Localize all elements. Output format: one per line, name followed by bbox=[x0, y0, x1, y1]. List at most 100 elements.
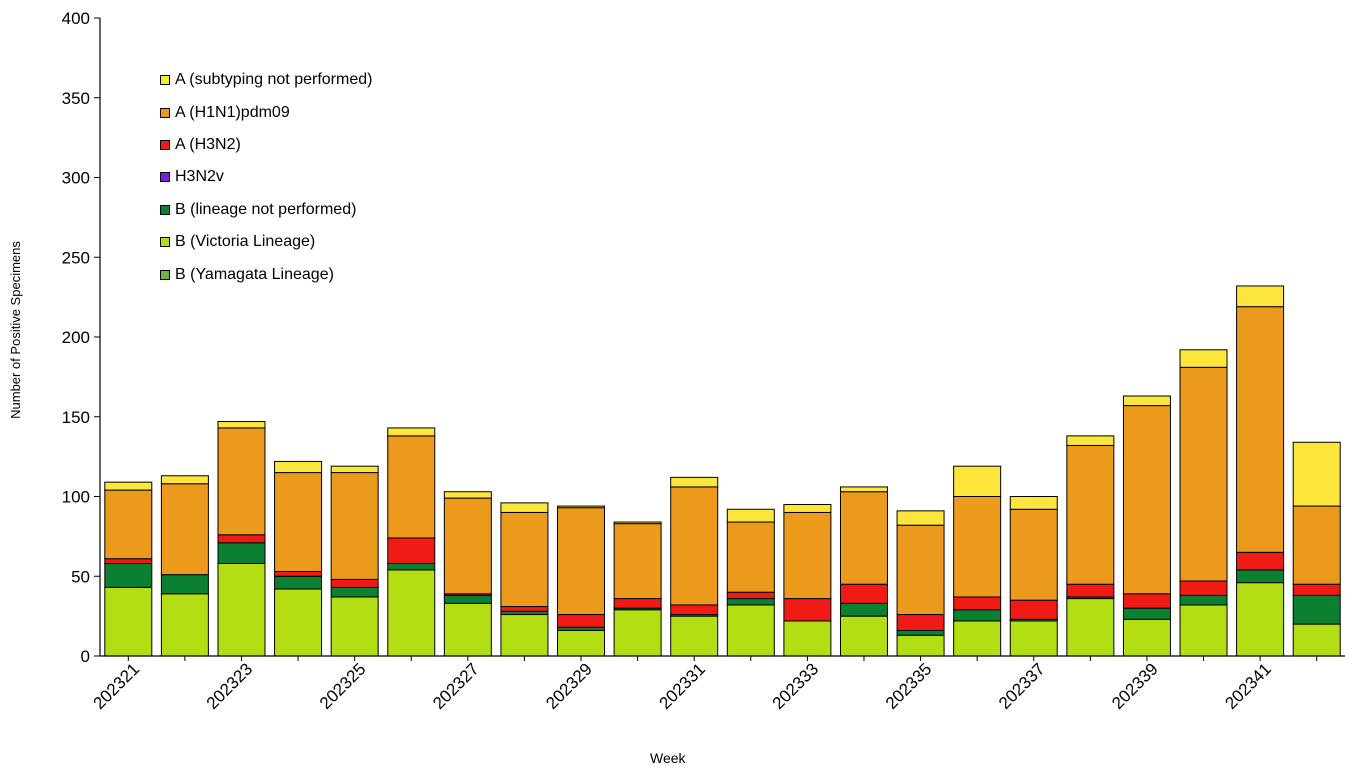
bar-segment bbox=[330, 472, 379, 580]
bar-segment bbox=[274, 472, 323, 572]
y-tick-label: 50 bbox=[71, 567, 90, 586]
bar-segment bbox=[1179, 580, 1228, 596]
bar-segment bbox=[104, 586, 153, 657]
legend: A (subtyping not performed) A (H1N1)pdm09… bbox=[160, 64, 372, 291]
bar-segment bbox=[1236, 551, 1285, 571]
bar-segment bbox=[670, 615, 719, 657]
bar-segment bbox=[160, 574, 209, 595]
bar-segment bbox=[443, 594, 492, 604]
bar-segment bbox=[839, 486, 888, 493]
bar-segment bbox=[1122, 593, 1171, 609]
bar-segment bbox=[1292, 623, 1341, 657]
y-tick-label: 250 bbox=[62, 248, 90, 267]
bar-segment bbox=[726, 591, 775, 600]
bar-segment bbox=[1009, 599, 1058, 620]
bar-segment bbox=[896, 614, 945, 631]
bar-segment bbox=[783, 620, 832, 657]
bar-segment bbox=[1179, 366, 1228, 582]
bar-segment bbox=[387, 569, 436, 657]
bar-segment bbox=[613, 523, 662, 600]
bar-segment bbox=[613, 609, 662, 657]
bar-segment bbox=[1292, 594, 1341, 625]
bar-segment bbox=[387, 562, 436, 571]
legend-label: B (Yamagata Lineage) bbox=[175, 265, 334, 283]
bar-segment bbox=[1122, 405, 1171, 595]
bar-segment bbox=[1122, 607, 1171, 620]
bar-segment bbox=[500, 606, 549, 612]
bar-segment bbox=[500, 502, 549, 513]
bar-segment bbox=[613, 598, 662, 609]
x-tick-label: 202325 bbox=[316, 659, 370, 713]
bar-segment bbox=[387, 435, 436, 539]
y-tick-label: 400 bbox=[62, 9, 90, 28]
bar-segment bbox=[274, 575, 323, 590]
bar-segment bbox=[670, 476, 719, 488]
legend-item: A (H1N1)pdm09 bbox=[160, 96, 372, 128]
bar-segment bbox=[896, 524, 945, 616]
bar-segment bbox=[783, 598, 832, 622]
y-tick-label: 350 bbox=[62, 89, 90, 108]
legend-item: A (H3N2) bbox=[160, 129, 372, 161]
bar-segment bbox=[783, 503, 832, 513]
bar-segment bbox=[953, 620, 1002, 657]
y-axis-title-wrap: Number of Positive Specimens bbox=[8, 241, 24, 419]
bar-segment bbox=[896, 634, 945, 657]
bar-segment bbox=[1122, 618, 1171, 657]
bar-segment bbox=[1236, 569, 1285, 584]
legend-item: B (Yamagata Lineage) bbox=[160, 258, 372, 290]
bar-segment bbox=[670, 486, 719, 606]
bar-segment bbox=[1292, 441, 1341, 507]
bar-segment bbox=[557, 629, 606, 657]
y-tick-label: 200 bbox=[62, 328, 90, 347]
bar-segment bbox=[1122, 395, 1171, 407]
x-tick-label: 202341 bbox=[1221, 659, 1275, 713]
y-axis-ticks: 0 50 100 150 200 250 300 350 400 bbox=[62, 9, 100, 666]
legend-label: A (H1N1)pdm09 bbox=[175, 103, 290, 121]
bar-segment bbox=[1066, 444, 1115, 585]
bar-segment bbox=[274, 460, 323, 474]
bar-segment bbox=[443, 602, 492, 657]
bar-segment bbox=[726, 604, 775, 657]
legend-swatch bbox=[160, 107, 170, 118]
legend-label: A (subtyping not performed) bbox=[175, 71, 373, 89]
bar-segment bbox=[217, 542, 266, 564]
bar-segment bbox=[953, 609, 1002, 622]
legend-swatch bbox=[160, 237, 170, 248]
bar-segment bbox=[104, 562, 153, 588]
legend-label: B (Victoria Lineage) bbox=[175, 233, 316, 251]
y-tick-label: 0 bbox=[81, 647, 90, 666]
bar-segment bbox=[1292, 505, 1341, 585]
x-tick-label: 202327 bbox=[429, 659, 483, 713]
bar-segment bbox=[726, 598, 775, 606]
x-axis-title: Week bbox=[650, 750, 686, 766]
bar-segment bbox=[104, 481, 153, 491]
bar-segment bbox=[1009, 508, 1058, 601]
bar-segment bbox=[839, 583, 888, 604]
bar-segment bbox=[330, 578, 379, 588]
bar-segment bbox=[330, 596, 379, 657]
legend-swatch bbox=[160, 269, 170, 280]
bars bbox=[104, 285, 1341, 657]
y-tick-label: 100 bbox=[62, 488, 90, 507]
bar-segment bbox=[1236, 285, 1285, 308]
bar-segment bbox=[557, 507, 606, 616]
bar-segment bbox=[1292, 583, 1341, 596]
legend-label: B (lineage not performed) bbox=[175, 200, 357, 218]
bar-segment bbox=[1066, 598, 1115, 657]
legend-swatch bbox=[160, 139, 170, 150]
bar-segment bbox=[1066, 435, 1115, 446]
bar-segment bbox=[1009, 496, 1058, 510]
bar-segment bbox=[500, 614, 549, 657]
bar-segment bbox=[387, 537, 436, 564]
x-tick-label: 202329 bbox=[542, 659, 596, 713]
x-axis-ticks: 202321 202323 202325 202327 202329 202331 2023… bbox=[90, 656, 1318, 713]
bar-segment bbox=[443, 497, 492, 595]
bar-segment bbox=[160, 475, 209, 485]
bar-segment bbox=[953, 496, 1002, 598]
x-tick-label: 202333 bbox=[769, 659, 823, 713]
bar-segment bbox=[953, 465, 1002, 498]
bar-segment bbox=[443, 491, 492, 499]
bar-segment bbox=[670, 604, 719, 616]
bar-segment bbox=[217, 421, 266, 429]
bar-segment bbox=[1009, 620, 1058, 657]
